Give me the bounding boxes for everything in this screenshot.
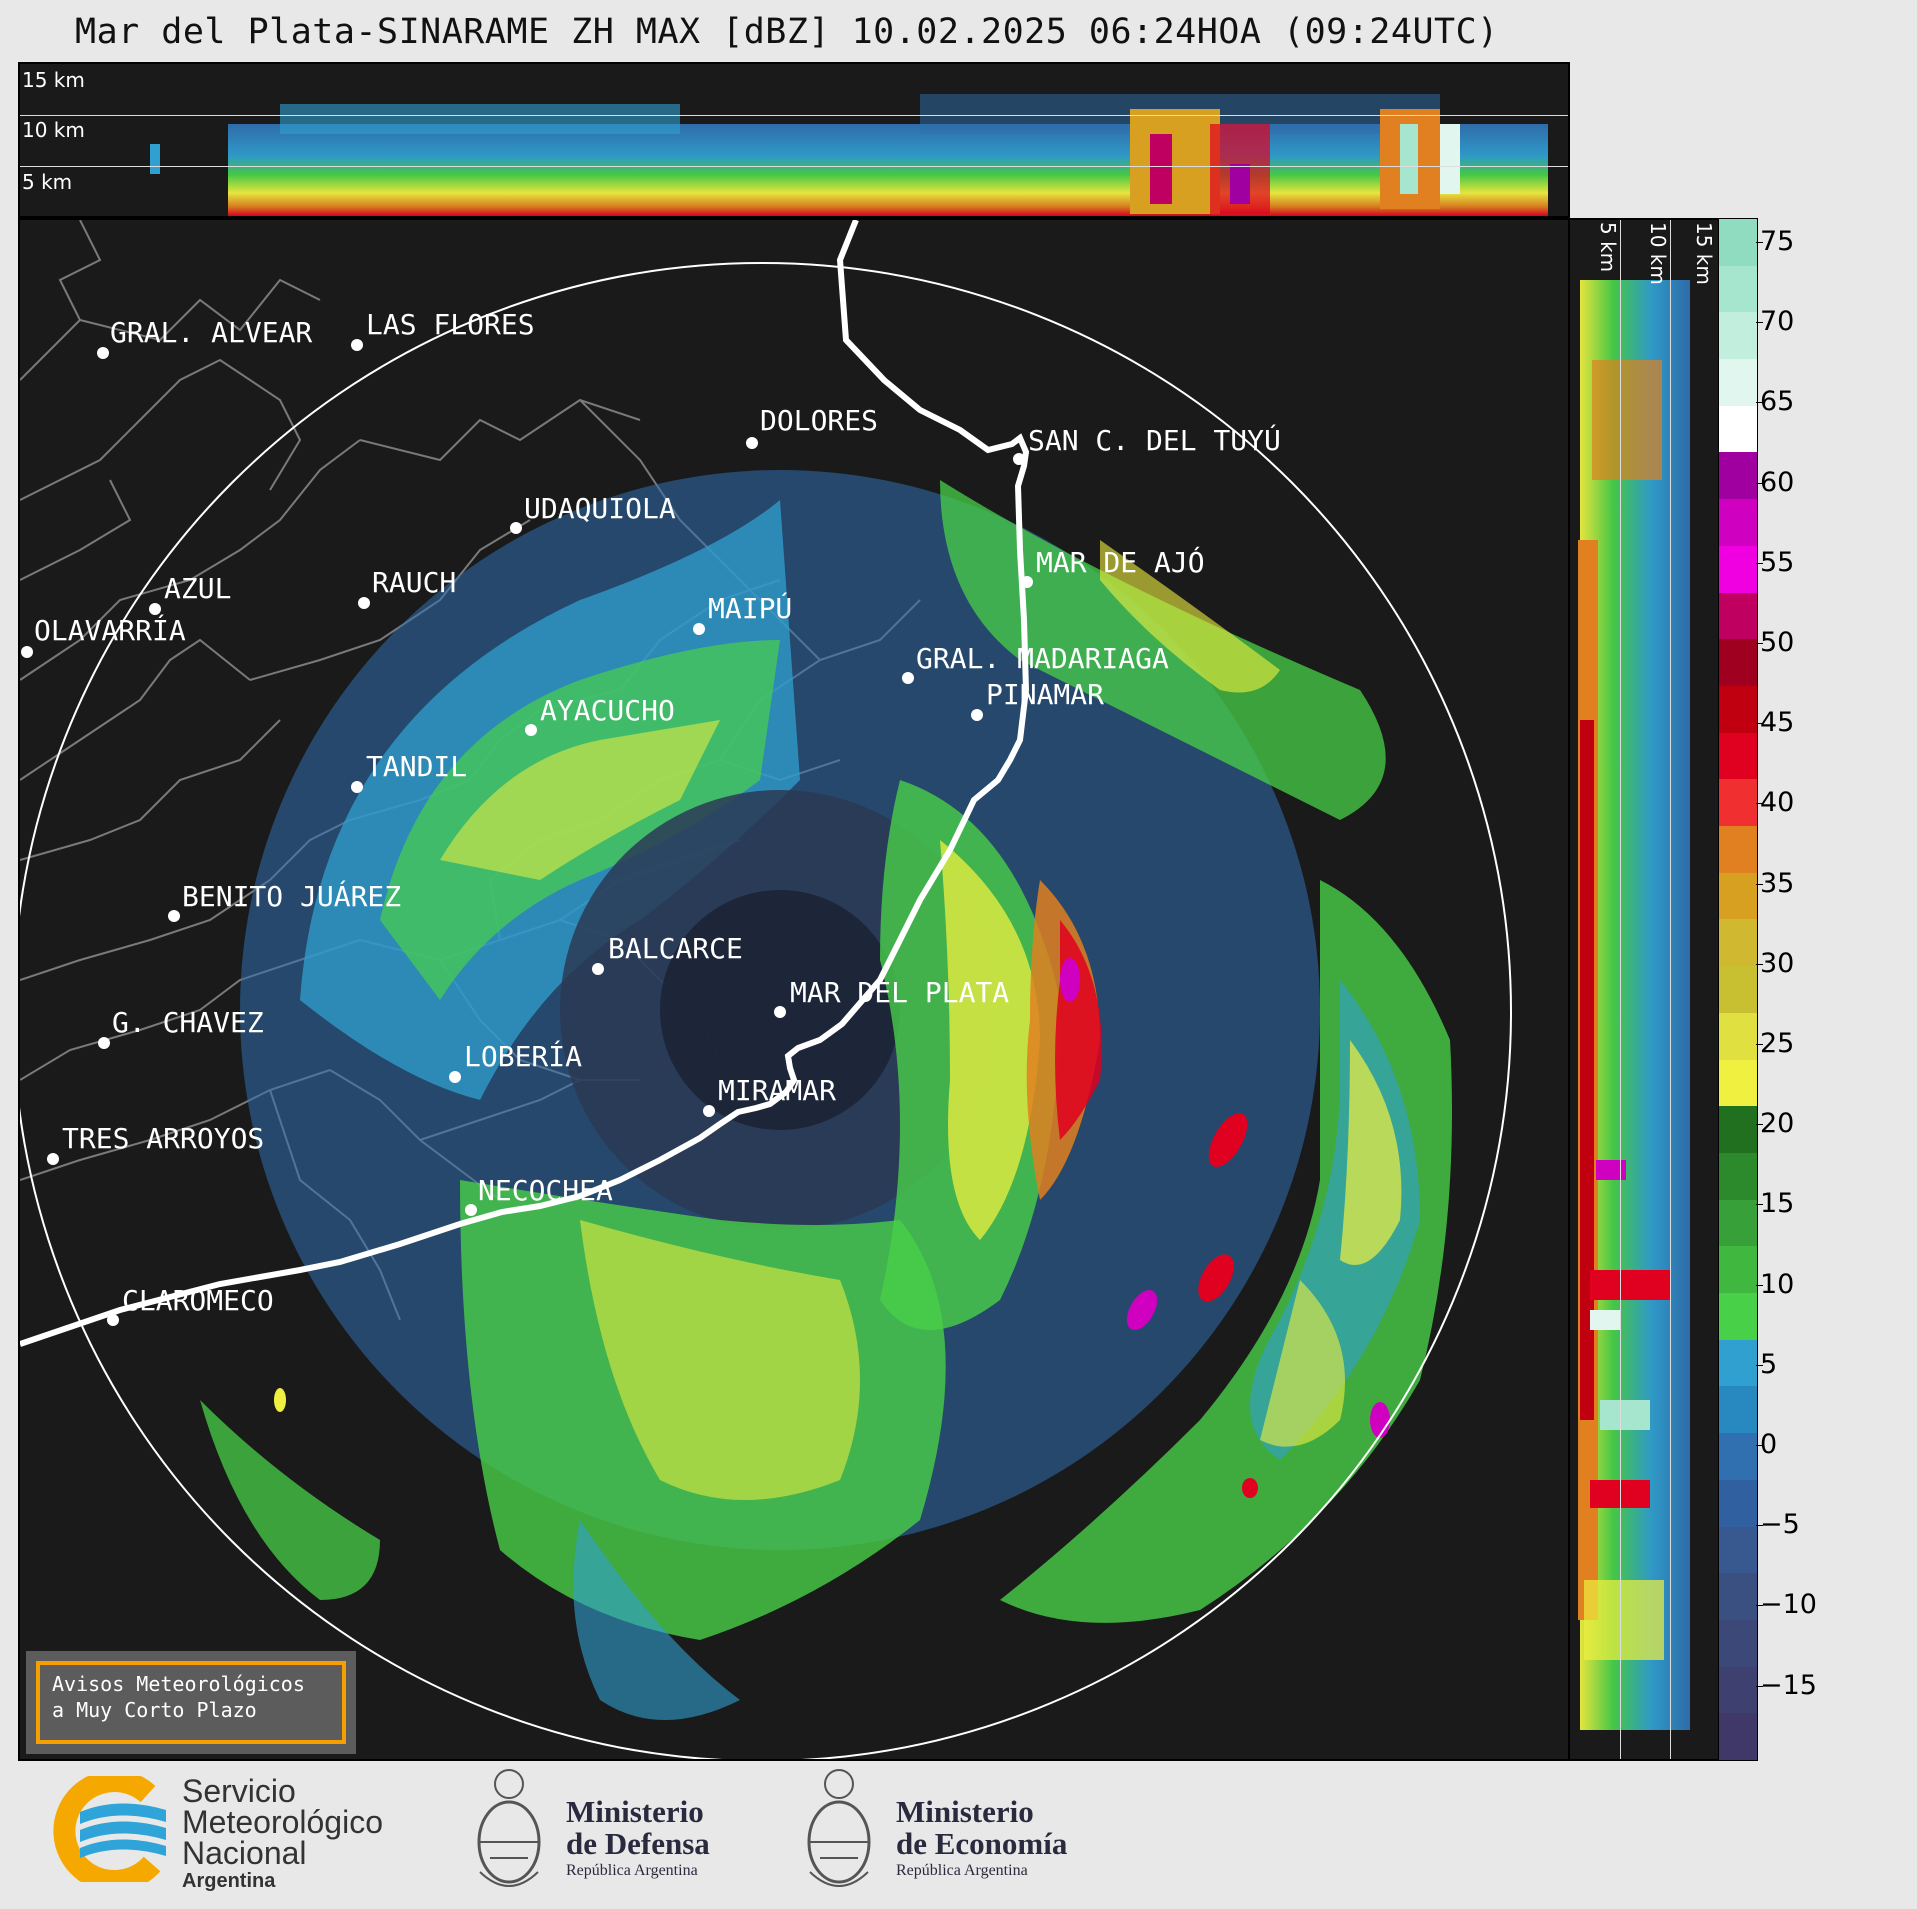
colorbar-tick-label: 35 xyxy=(1755,867,1795,899)
economia-line3: República Argentina xyxy=(896,1862,1028,1879)
colorbar-tick-label: −15 xyxy=(1756,1669,1817,1701)
colorbar-swatch xyxy=(1719,499,1757,547)
economia-line2: de Economía xyxy=(896,1826,1068,1861)
colorbar-swatch xyxy=(1719,312,1757,360)
colorbar-tick-label: 0 xyxy=(1755,1429,1778,1460)
avisos-line1: Avisos Meteorológicos xyxy=(52,1672,305,1696)
colorbar-swatch xyxy=(1719,405,1757,453)
economia-coat-of-arms-icon xyxy=(807,1769,871,1887)
colorbar-swatch xyxy=(1719,1246,1757,1294)
colorbar-swatch xyxy=(1719,1666,1757,1714)
defensa-coat-of-arms-icon xyxy=(477,1769,541,1887)
colorbar-swatch xyxy=(1719,1012,1757,1061)
colorbar-swatch xyxy=(1719,1526,1757,1574)
colorbar-tick-label: 5 xyxy=(1755,1348,1778,1380)
smn-line3: Nacional xyxy=(182,1835,307,1871)
colorbar-swatch xyxy=(1719,1339,1757,1387)
colorbar-swatch xyxy=(1719,359,1757,407)
colorbar-tick-label: 45 xyxy=(1755,707,1795,739)
colorbar-tick-label: −10 xyxy=(1756,1589,1817,1621)
colorbar-tick-label: 50 xyxy=(1755,627,1795,658)
side-cross-section-panel: 5 km 10 km 15 km xyxy=(1568,218,1720,1761)
colorbar-swatch xyxy=(1719,1386,1757,1434)
colorbar-swatch xyxy=(1719,732,1757,780)
colorbar-swatch xyxy=(1719,1106,1757,1154)
colorbar-swatch xyxy=(1719,639,1757,687)
colorbar-swatch xyxy=(1719,1152,1757,1201)
colorbar-swatch xyxy=(1719,1479,1757,1527)
colorbar-swatch xyxy=(1719,1619,1757,1668)
smn-logo-icon xyxy=(53,1776,166,1882)
colorbar-swatch xyxy=(1719,872,1757,920)
side-label-10km: 10 km xyxy=(1646,222,1670,285)
radar-map-svg xyxy=(20,220,1512,1759)
colorbar-tick-label: 40 xyxy=(1755,787,1795,819)
colorbar-tick-label: 25 xyxy=(1755,1028,1795,1059)
side-cross-section-echo xyxy=(1578,280,1690,1730)
colorbar-tick-label: 60 xyxy=(1755,466,1795,498)
smn-logo-text: Servicio Meteorológico Nacional Argentin… xyxy=(182,1773,383,1893)
colorbar-tick-label: 75 xyxy=(1755,226,1795,257)
colorbar-swatch xyxy=(1719,1293,1757,1341)
colorbar-swatch xyxy=(1719,452,1757,500)
colorbar-swatch xyxy=(1719,1199,1757,1247)
defensa-logo-text: Ministerio de Defensa República Argentin… xyxy=(566,1796,710,1882)
colorbar-tick-label: 15 xyxy=(1755,1188,1795,1220)
defensa-line2: de Defensa xyxy=(566,1826,710,1861)
colorbar-swatch xyxy=(1719,1713,1757,1761)
colorbar-swatch xyxy=(1719,1059,1757,1107)
top-gridline-5km xyxy=(20,166,1568,167)
defensa-line3: República Argentina xyxy=(566,1862,698,1879)
top-label-10km: 10 km xyxy=(22,118,85,142)
economia-logo-text: Ministerio de Economía República Argenti… xyxy=(896,1796,1067,1882)
coastline xyxy=(20,220,1030,1347)
colorbar-swatch xyxy=(1719,592,1757,640)
colorbar-swatch xyxy=(1719,219,1757,267)
side-label-5km: 5 km xyxy=(1596,222,1620,273)
radar-map-panel[interactable]: GRAL. ALVEAR LAS FLORES DOLORES SAN C. D… xyxy=(18,218,1570,1761)
chart-title: Mar del Plata-SINARAME ZH MAX [dBZ] 10.0… xyxy=(75,12,1499,52)
colorbar-tick-label: 65 xyxy=(1755,386,1795,418)
colorbar-tick-label: 10 xyxy=(1755,1268,1795,1300)
side-gridline-5km xyxy=(1620,220,1621,1759)
avisos-box[interactable]: Avisos Meteorológicos a Muy Corto Plazo xyxy=(26,1651,356,1754)
colorbar-swatch xyxy=(1719,1433,1757,1481)
colorbar-swatch xyxy=(1719,966,1757,1014)
colorbar xyxy=(1718,218,1758,1761)
colorbar-swatch xyxy=(1719,685,1757,734)
top-label-5km: 5 km xyxy=(22,170,73,194)
top-cross-section-panel: 15 km 10 km 5 km xyxy=(18,62,1570,218)
colorbar-swatch xyxy=(1719,826,1757,874)
colorbar-tick-label: 30 xyxy=(1755,947,1795,979)
colorbar-swatch xyxy=(1719,545,1757,594)
colorbar-tick-label: −5 xyxy=(1756,1509,1800,1541)
colorbar-tick-label: 55 xyxy=(1755,546,1795,578)
top-gridline-10km xyxy=(20,115,1568,116)
side-gridline-10km xyxy=(1670,220,1671,1759)
smn-line1: Servicio xyxy=(182,1773,296,1809)
colorbar-swatch xyxy=(1719,265,1757,313)
range-ring xyxy=(20,262,1512,1759)
economia-line1: Ministerio xyxy=(896,1794,1034,1829)
colorbar-swatch xyxy=(1719,779,1757,827)
colorbar-tick-label: 70 xyxy=(1755,306,1795,338)
smn-line2: Meteorológico xyxy=(182,1804,383,1840)
top-label-15km: 15 km xyxy=(22,68,85,92)
colorbar-swatch xyxy=(1719,919,1757,967)
smn-line4: Argentina xyxy=(182,1870,276,1892)
radar-echoes xyxy=(200,470,1452,1720)
defensa-line1: Ministerio xyxy=(566,1794,704,1829)
top-cross-section-echo xyxy=(150,94,1548,216)
colorbar-swatch xyxy=(1719,1573,1757,1621)
side-label-15km: 15 km xyxy=(1692,222,1716,285)
avisos-line2: a Muy Corto Plazo xyxy=(52,1698,257,1722)
colorbar-tick-label: 20 xyxy=(1755,1108,1795,1140)
